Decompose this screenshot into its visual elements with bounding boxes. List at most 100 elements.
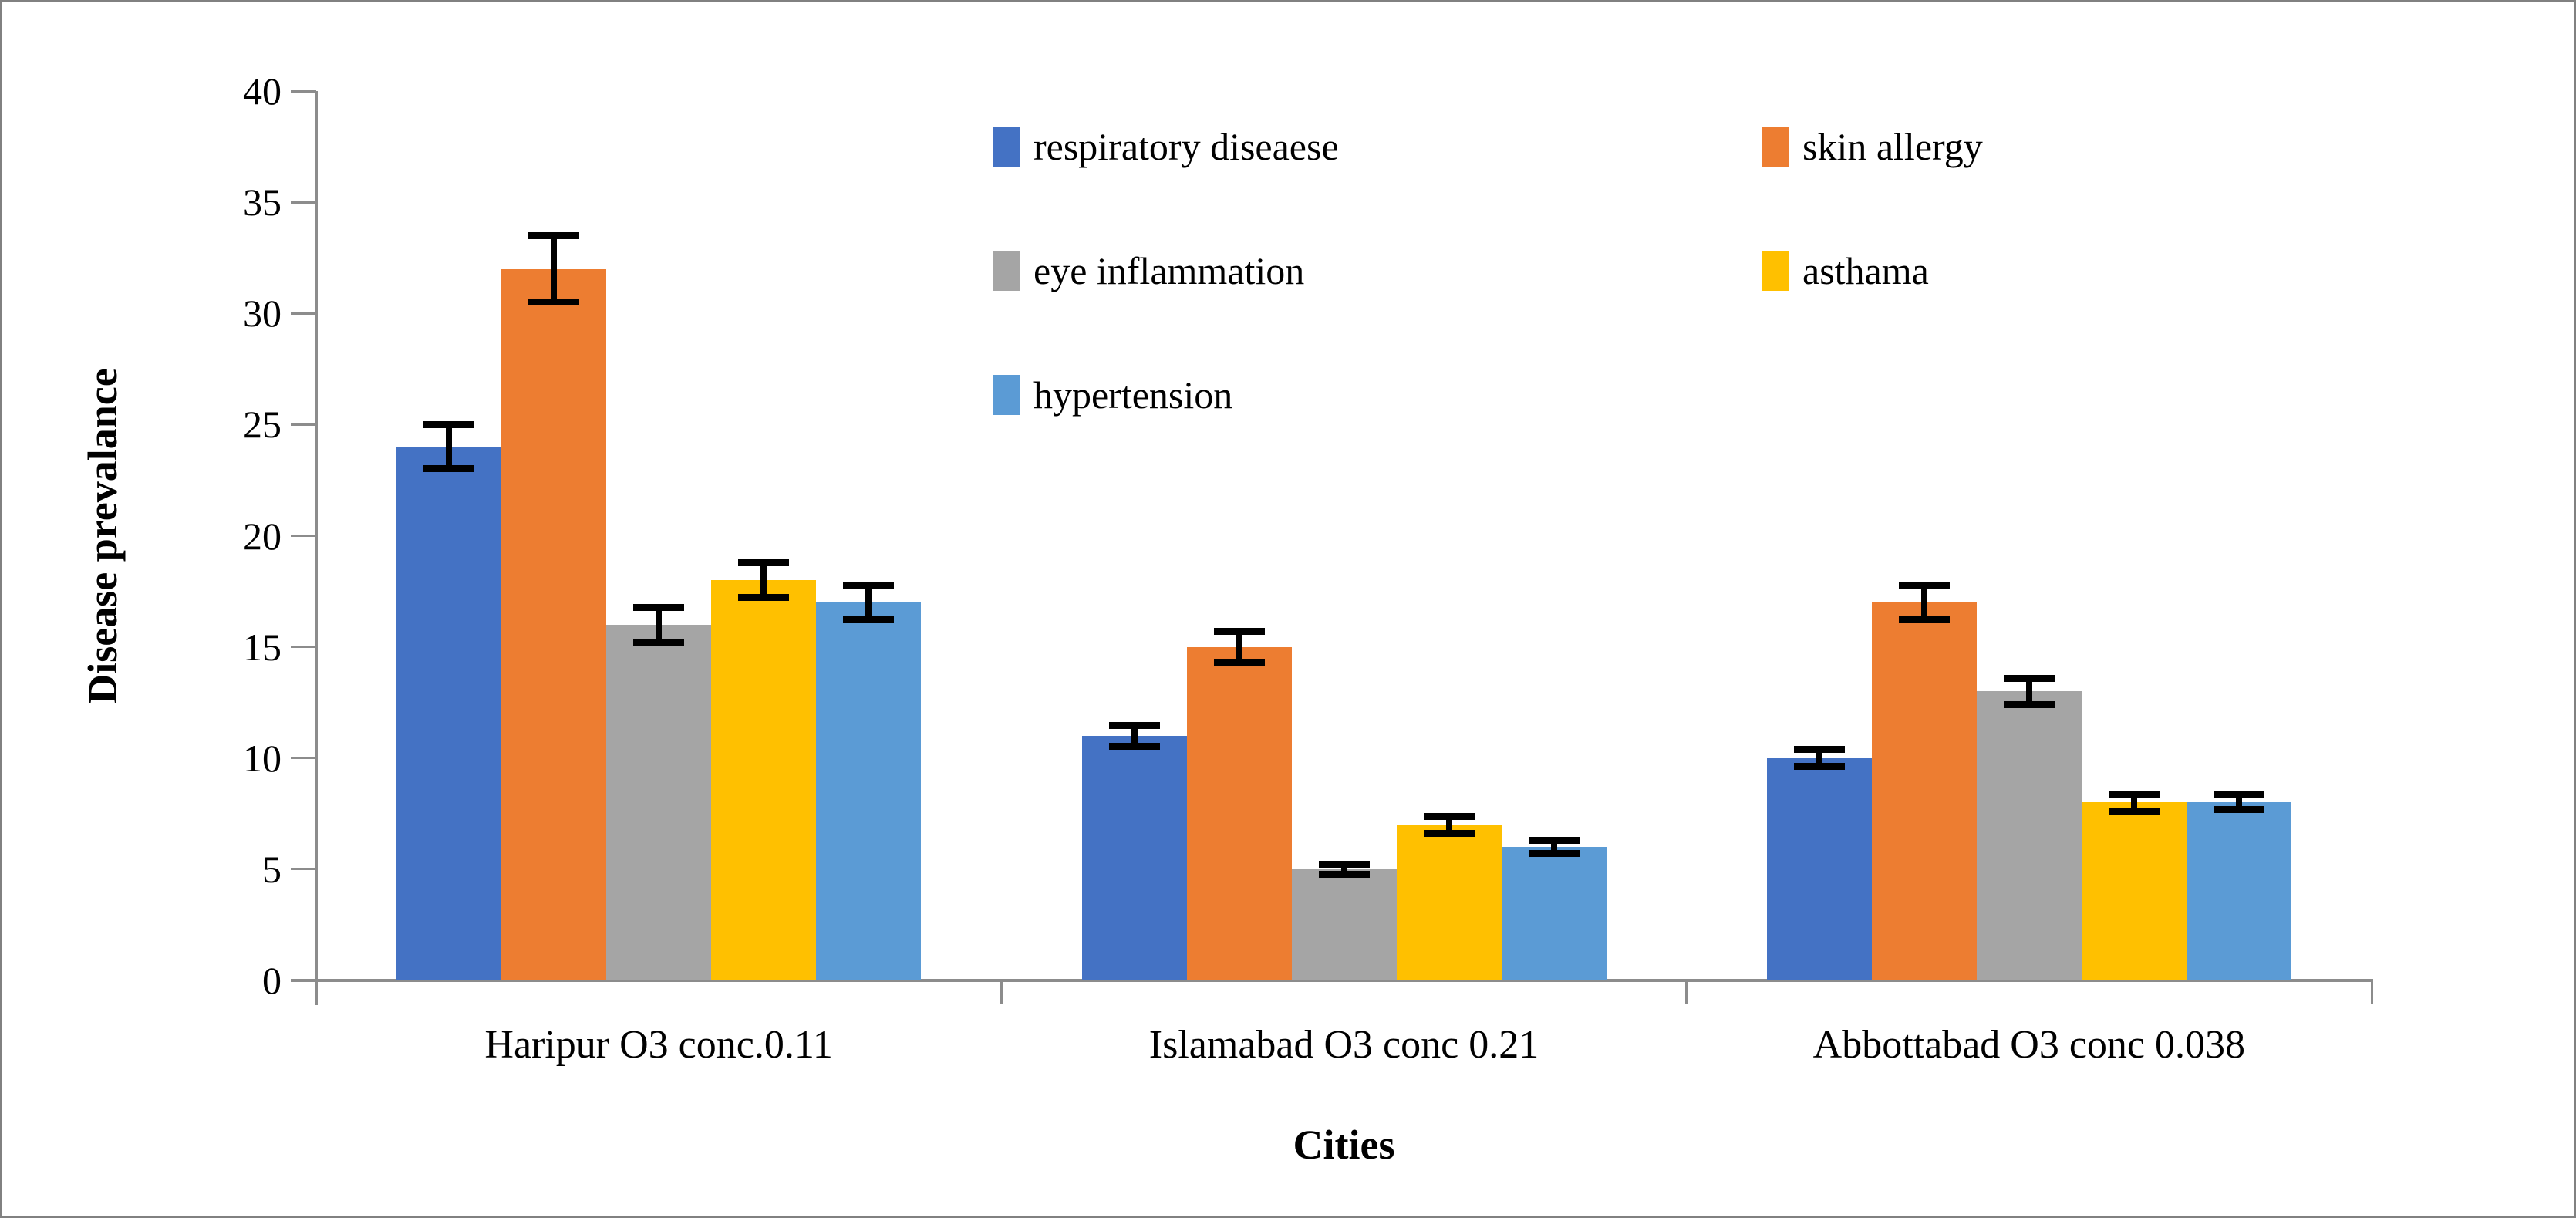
error-bar-cap-top [1423,812,1475,820]
error-bar-cap-bottom [2108,807,2160,815]
y-axis-title: Disease prevalance [79,367,126,704]
error-bar-cap-bottom [528,298,580,305]
error-bar-cap-bottom [738,594,790,602]
error-bar-cap-bottom [1423,829,1475,837]
y-axis-tick-label: 10 [243,736,282,780]
error-bar-line [2025,677,2032,705]
error-bar-cap-top [1528,837,1580,845]
y-axis-tick [291,423,316,426]
y-axis-tick-label: 40 [243,69,282,113]
error-bar-line [446,424,453,470]
error-bar-line [760,562,767,599]
legend-item-skin-allergy: skin allergy [1762,126,1983,167]
legend-swatch-icon [993,251,1020,291]
error-bar-cap-bottom [2003,700,2055,708]
error-bar-line [656,606,663,643]
bar-respiratory-diseaese-group1 [1081,735,1187,980]
bar-hypertension-group0 [816,602,922,980]
x-axis-tick [1000,980,1003,1004]
y-axis-tick [291,312,316,315]
error-bar-cap-top [1793,746,1845,754]
legend-label: respiratory diseaese [1033,125,1339,168]
x-axis-tick [2370,980,2373,1004]
x-axis-tick [1685,980,1688,1004]
legend-item-hypertension: hypertension [993,374,1232,416]
y-axis-tick [291,868,316,871]
error-bar-cap-top [1213,628,1265,636]
bar-hypertension-group1 [1501,847,1607,980]
y-axis-tick [291,646,316,649]
legend-swatch-icon [1762,127,1789,167]
bar-hypertension-group2 [2186,802,2291,980]
error-bar-line [1920,584,1927,621]
legend-item-respiratory-diseaese: respiratory diseaese [993,126,1339,167]
legend-label: skin allergy [1802,125,1983,168]
error-bar-line [1131,724,1138,747]
bar-eye-inflammation-group1 [1291,869,1397,980]
error-bar-cap-top [1318,860,1370,868]
y-axis-tick-label: 30 [243,292,282,336]
error-bar-cap-bottom [423,465,475,473]
error-bar-cap-top [423,421,475,429]
y-axis-tick-label: 15 [243,625,282,669]
y-axis-tick [291,201,316,204]
y-axis-tick-label: 35 [243,181,282,224]
legend-label: hypertension [1033,373,1233,417]
error-bar-cap-top [1898,581,1950,589]
error-bar-line [2235,795,2242,811]
bar-eye-inflammation-group0 [606,624,712,980]
error-bar-cap-bottom [1898,616,1950,624]
error-bar-cap-top [843,581,895,589]
error-bar-line [1340,863,1347,876]
legend-swatch-icon [1762,251,1789,291]
error-bar-cap-top [1108,721,1160,729]
error-bar-cap-top [633,603,685,611]
error-bar-cap-bottom [1793,763,1845,771]
bar-skin-allergy-group2 [1871,602,1977,980]
y-axis-tick [291,89,316,93]
x-axis-line [291,979,2373,982]
bar-respiratory-diseaese-group0 [396,447,502,980]
y-axis-tick [291,535,316,537]
error-bar-cap-top [2108,790,2160,798]
error-bar-cap-bottom [633,638,685,646]
error-bar-line [1550,840,1557,854]
bar-skin-allergy-group1 [1186,646,1292,980]
x-category-label: Islamabad O3 conc 0.21 [1148,1023,1539,1067]
error-bar-line [2130,793,2137,811]
y-axis-tick-label: 0 [262,959,282,1002]
error-bar-cap-top [2003,674,2055,682]
y-axis-tick-label: 25 [243,403,282,447]
bar-asthama-group0 [711,580,817,980]
bar-skin-allergy-group0 [501,268,607,980]
bar-asthama-group2 [2081,802,2187,980]
error-bar-line [551,235,558,302]
error-bar-line [1816,749,1822,768]
y-axis-tick-label: 20 [243,514,282,558]
bar-eye-inflammation-group2 [1976,691,2082,980]
error-bar-line [1236,631,1242,663]
x-axis-tick [315,980,318,1004]
error-bar-cap-bottom [1318,871,1370,879]
legend-item-asthama: asthama [1762,250,1929,292]
error-bar-cap-bottom [2213,806,2264,814]
error-bar-cap-top [528,232,580,240]
error-bar-line [1445,815,1452,834]
x-category-label: Abbottabad O3 conc 0.038 [1812,1023,2245,1067]
bar-respiratory-diseaese-group2 [1766,757,1872,980]
legend-swatch-icon [993,375,1020,415]
y-axis-tick [291,979,316,982]
y-axis-tick [291,757,316,760]
error-bar-cap-top [738,559,790,567]
x-category-label: Haripur O3 conc.0.11 [484,1023,833,1067]
error-bar-cap-bottom [1528,849,1580,857]
error-bar-cap-bottom [1213,658,1265,666]
bar-asthama-group1 [1396,825,1502,980]
error-bar-cap-bottom [843,616,895,624]
x-axis-title: Cities [1293,1122,1395,1168]
error-bar-cap-top [2213,791,2264,799]
legend-label: asthama [1802,249,1929,292]
error-bar-line [865,584,872,621]
legend-swatch-icon [993,127,1020,167]
